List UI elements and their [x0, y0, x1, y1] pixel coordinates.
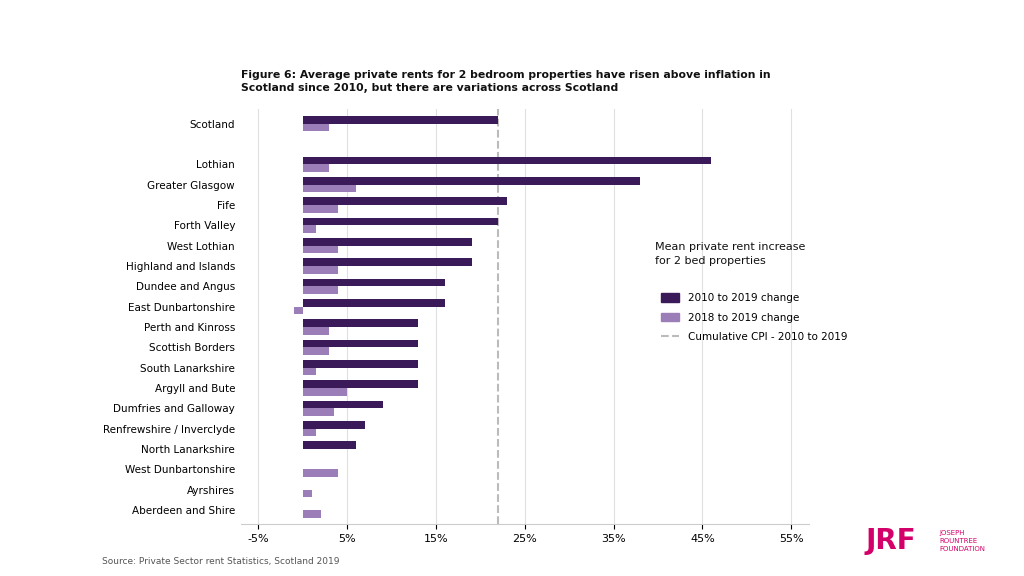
Bar	[303, 360, 418, 367]
Bar	[303, 469, 338, 477]
Bar	[303, 177, 640, 185]
Bar	[303, 490, 311, 497]
Bar	[303, 157, 712, 164]
Text: JRF: JRF	[865, 528, 916, 555]
Bar	[303, 258, 471, 266]
Text: Source: Private Sector rent Statistics, Scotland 2019: Source: Private Sector rent Statistics, …	[102, 556, 340, 566]
Bar	[303, 245, 338, 253]
Bar	[303, 266, 338, 274]
Bar	[303, 205, 338, 213]
Text: JOSEPH
ROUNTREE
FOUNDATION: JOSEPH ROUNTREE FOUNDATION	[940, 530, 986, 552]
Bar	[303, 400, 383, 408]
Bar	[303, 279, 444, 286]
Bar	[303, 367, 316, 376]
Bar	[303, 380, 418, 388]
Bar	[303, 124, 330, 131]
Bar	[303, 185, 356, 192]
Bar	[303, 388, 347, 396]
Bar	[303, 340, 418, 347]
Legend: 2010 to 2019 change, 2018 to 2019 change, Cumulative CPI - 2010 to 2019: 2010 to 2019 change, 2018 to 2019 change…	[660, 293, 847, 342]
Bar	[303, 238, 471, 245]
Bar	[303, 510, 321, 518]
Bar	[303, 116, 498, 124]
Bar	[303, 286, 338, 294]
Bar	[303, 319, 418, 327]
Bar	[303, 218, 498, 225]
Bar	[303, 441, 356, 449]
Bar	[294, 306, 303, 314]
Text: Housing: private rent pressures: Housing: private rent pressures	[293, 31, 731, 59]
Bar	[303, 164, 330, 172]
Bar	[303, 327, 330, 335]
Bar	[303, 347, 330, 355]
Text: Figure 6: Average private rents for 2 bedroom properties have risen above inflat: Figure 6: Average private rents for 2 be…	[241, 70, 770, 93]
Bar	[303, 429, 316, 437]
Bar	[303, 408, 334, 416]
Bar	[303, 197, 507, 205]
Text: Mean private rent increase
for 2 bed properties: Mean private rent increase for 2 bed pro…	[655, 242, 806, 266]
Bar	[303, 299, 444, 306]
Bar	[303, 421, 365, 429]
Bar	[303, 225, 316, 233]
